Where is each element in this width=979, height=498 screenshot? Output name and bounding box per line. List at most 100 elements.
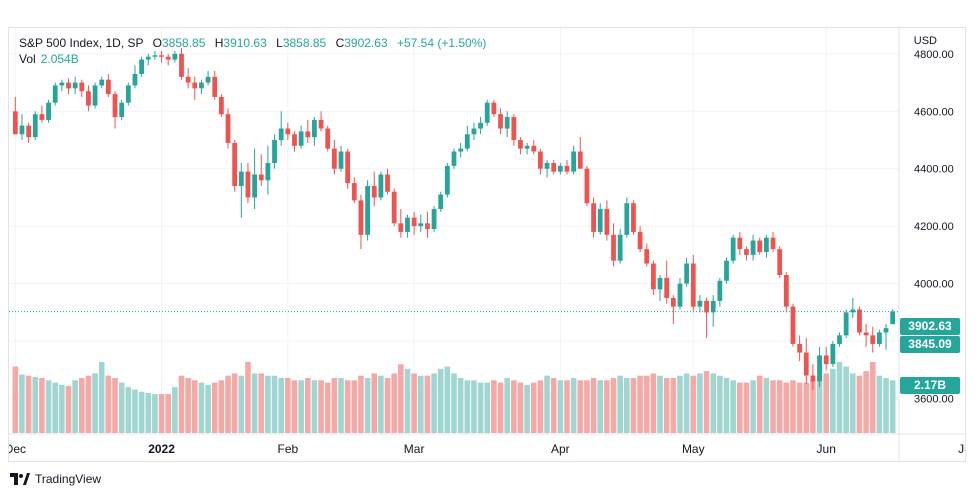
candle-body bbox=[444, 165, 450, 195]
volume-bar bbox=[723, 378, 730, 433]
candle-body bbox=[165, 56, 171, 60]
x-tick-label: Feb bbox=[277, 442, 298, 456]
candle-body bbox=[677, 283, 683, 307]
x-tick-label: May bbox=[682, 442, 705, 456]
volume-bar bbox=[172, 387, 178, 433]
candle-body bbox=[770, 237, 776, 250]
volume-bar bbox=[584, 380, 590, 433]
candle-body bbox=[325, 128, 331, 149]
candle-body bbox=[272, 140, 277, 163]
candle-body bbox=[378, 174, 384, 198]
candle-body bbox=[72, 82, 78, 89]
volume-value: 2.054B bbox=[40, 52, 79, 66]
volume-bar bbox=[617, 375, 623, 433]
candle-body bbox=[744, 249, 749, 255]
volume-bar bbox=[730, 380, 736, 433]
candle-body bbox=[125, 85, 131, 103]
volume-bar bbox=[331, 378, 338, 433]
candle-body bbox=[611, 234, 616, 261]
candle-body bbox=[265, 163, 271, 181]
candle-body bbox=[52, 85, 58, 103]
candle-body bbox=[66, 82, 71, 89]
volume-bar bbox=[564, 380, 570, 433]
volume-bar bbox=[324, 382, 331, 433]
candle-body bbox=[278, 128, 284, 141]
brand-name: TradingView bbox=[35, 472, 102, 486]
volume-bar bbox=[869, 361, 876, 433]
candle-body bbox=[119, 102, 125, 118]
volume-bar bbox=[537, 380, 544, 433]
volume-bar bbox=[816, 375, 823, 433]
y-tick-label: 4200.00 bbox=[914, 221, 954, 233]
volume-bar bbox=[178, 375, 185, 433]
volume-bar bbox=[437, 368, 444, 433]
candle-body bbox=[863, 332, 869, 336]
volume-bar bbox=[830, 368, 836, 433]
candle-body bbox=[750, 240, 756, 255]
candle-body bbox=[252, 174, 257, 198]
chart-frame[interactable]: 4800.004600.004400.004200.004000.003800.… bbox=[8, 27, 966, 462]
volume-bar bbox=[265, 375, 271, 433]
volume-bar bbox=[597, 380, 604, 433]
volume-bar bbox=[238, 375, 245, 433]
candle-body bbox=[345, 151, 351, 184]
candle-body bbox=[238, 171, 244, 186]
x-tick-label: Dec bbox=[9, 442, 26, 456]
candle-body bbox=[26, 125, 32, 138]
candle-body bbox=[637, 231, 643, 250]
candle-body bbox=[205, 76, 211, 83]
volume-bar bbox=[511, 380, 517, 433]
volume-bar bbox=[25, 375, 32, 433]
volume-bar bbox=[491, 380, 497, 433]
volume-bar bbox=[344, 380, 351, 433]
volume-bar bbox=[497, 382, 504, 433]
candle-body bbox=[391, 191, 397, 224]
volume-bar bbox=[451, 373, 457, 433]
volume-bar bbox=[198, 382, 205, 433]
candle-body bbox=[571, 151, 577, 172]
volume-bar bbox=[836, 361, 843, 433]
candle-body bbox=[624, 203, 630, 235]
volume-bar bbox=[225, 375, 231, 433]
volume-bar bbox=[823, 373, 830, 433]
candle-body bbox=[518, 140, 523, 149]
volume-bar bbox=[258, 373, 265, 433]
volume-bar bbox=[663, 378, 670, 433]
volume-bar bbox=[152, 394, 158, 433]
candle-body bbox=[670, 298, 676, 307]
volume-bar bbox=[125, 387, 132, 433]
candle-body bbox=[531, 145, 537, 152]
candle-body bbox=[810, 375, 816, 382]
volume-bar bbox=[218, 380, 225, 433]
volume-bar bbox=[457, 378, 464, 433]
volume-bar bbox=[856, 375, 863, 433]
candle-body bbox=[843, 312, 849, 336]
candle-body bbox=[132, 73, 138, 86]
candle-body bbox=[358, 200, 364, 235]
volume-bar bbox=[657, 375, 663, 433]
candlestick-chart[interactable]: 4800.004600.004400.004200.004000.003800.… bbox=[9, 28, 966, 462]
x-tick-label: 2022 bbox=[148, 442, 175, 456]
high-label: H bbox=[214, 36, 224, 50]
tradingview-brand[interactable]: TradingView bbox=[10, 472, 101, 486]
volume-bar bbox=[670, 378, 677, 433]
volume-bar bbox=[304, 378, 311, 433]
candle-body bbox=[484, 102, 490, 123]
volume-bar bbox=[796, 382, 803, 433]
volume-tag: 2.17B bbox=[900, 377, 960, 394]
volume-bar bbox=[371, 373, 378, 433]
volume-bar bbox=[710, 373, 717, 433]
volume-bar bbox=[158, 394, 165, 433]
symbol-label: S&P 500 Index, 1D, SP bbox=[19, 36, 144, 50]
candle-body bbox=[551, 163, 557, 172]
candle-body bbox=[857, 309, 862, 333]
candle-body bbox=[544, 163, 550, 169]
candle-body bbox=[371, 185, 377, 198]
volume-bar bbox=[278, 378, 284, 433]
candle-body bbox=[385, 174, 390, 192]
candle-body bbox=[704, 300, 709, 313]
candle-body bbox=[298, 131, 304, 146]
volume-bar bbox=[530, 382, 537, 433]
volume-bar bbox=[211, 382, 218, 433]
volume-bar bbox=[677, 375, 683, 433]
